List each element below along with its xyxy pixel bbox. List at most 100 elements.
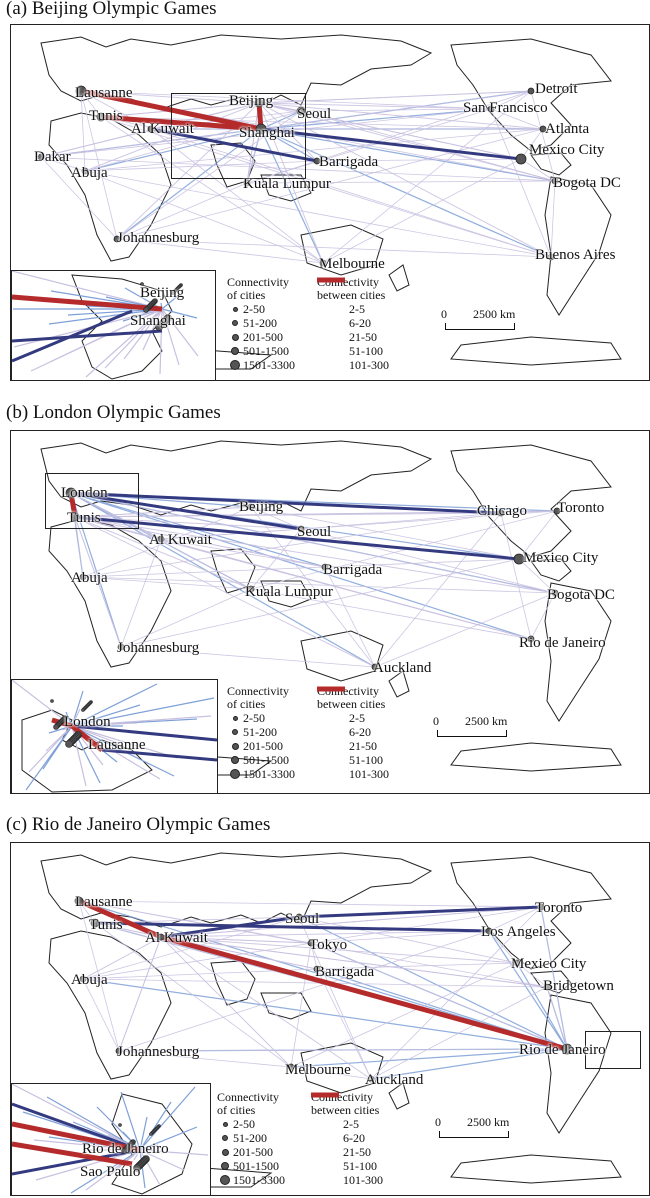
inset-network	[12, 680, 217, 793]
inset-city-label: London	[64, 714, 111, 730]
city-node	[113, 235, 121, 243]
scale-distance: 2500 km	[467, 1115, 510, 1129]
city-label: Bogota DC	[547, 587, 615, 603]
legend-title: of cities	[227, 697, 266, 711]
city-node	[513, 553, 525, 565]
city-node	[515, 153, 527, 165]
legend-title: between cities	[317, 697, 386, 711]
city-label: Bridgetown	[543, 978, 614, 994]
city-node	[81, 167, 89, 175]
legend-item: 21-50	[349, 330, 377, 344]
legend-item: 51-200	[243, 725, 277, 739]
city-node	[551, 589, 559, 597]
inset-network	[12, 271, 199, 380]
panel-c-title: (c) Rio de Janeiro Olympic Games	[6, 814, 271, 835]
city-node	[75, 85, 87, 97]
legend-item: 1501-3300	[233, 1173, 285, 1187]
city-node	[147, 125, 155, 133]
city-node	[74, 896, 84, 906]
city-label: Beijing	[239, 499, 284, 515]
city-label: Atlanta	[545, 121, 590, 137]
legend-item: 21-50	[343, 1145, 371, 1159]
legend-item: 2-50	[243, 302, 265, 316]
city-node	[513, 959, 521, 967]
city-label: Al Kuwait	[131, 121, 194, 137]
city-node	[79, 573, 87, 581]
city-label: San Francisco	[463, 100, 548, 116]
city-label: London	[61, 485, 108, 501]
legend-item: 51-100	[349, 753, 383, 767]
city-label: Melbourne	[285, 1062, 351, 1078]
city-node	[539, 125, 547, 133]
city-label: Johannesburg	[117, 230, 200, 246]
legend-title: between cities	[311, 1103, 380, 1117]
city-node	[487, 105, 495, 113]
legend-item: 201-500	[233, 1145, 273, 1159]
legend-title: Connectivity	[227, 684, 289, 698]
legend-cities: Connectivity of cities 2-50 51-200 201-5…	[217, 1091, 285, 1187]
city-label: Tokyo	[309, 937, 348, 953]
city-label: Barrigada	[323, 562, 383, 578]
city-label: Abuja	[71, 972, 108, 988]
legend-links: Connectivity between cities 2-5 6-20 21-…	[317, 685, 389, 781]
city-label: Dakar	[34, 149, 71, 165]
city-node	[547, 253, 555, 261]
city-label: Abuja	[71, 165, 108, 181]
legend-title: Connectivity	[227, 275, 289, 289]
city-node	[37, 153, 45, 161]
city-node	[247, 503, 255, 511]
panel-c-map: Lausanne Tunis Seoul Al Kuwait Tokyo Bar…	[10, 842, 650, 1196]
legend-title: of cities	[217, 1103, 256, 1117]
legend-item: 21-50	[349, 739, 377, 753]
city-label: Lausanne	[75, 85, 133, 101]
city-nodes	[65, 487, 561, 671]
inset-city-label: Beijing	[140, 285, 185, 301]
city-node	[307, 939, 315, 947]
city-label: Abuja	[71, 570, 108, 586]
city-node	[90, 918, 100, 928]
city-label: Kuala Lumpur	[245, 584, 333, 600]
legend-item: 101-300	[349, 358, 389, 372]
panel-b-title: (b) London Olympic Games	[6, 402, 221, 423]
legend-item: 1501-3300	[243, 767, 295, 781]
city-label: Al Kuwait	[145, 930, 208, 946]
city-label: Kuala Lumpur	[243, 176, 331, 192]
city-node	[247, 585, 255, 593]
inset-extent-box	[45, 473, 139, 529]
city-node	[537, 903, 545, 911]
city-node	[367, 1075, 375, 1083]
city-node	[96, 112, 106, 122]
city-node	[254, 98, 264, 108]
legend-item: 101-300	[349, 767, 389, 781]
legend-title: Connectivity	[217, 1090, 279, 1104]
inset-network	[12, 1084, 209, 1195]
link-network	[77, 898, 568, 1080]
city-label: Tunis	[89, 917, 123, 933]
legend-title: of cities	[227, 288, 266, 302]
legend-item: 51-200	[243, 316, 277, 330]
scale-bar: 0 2500 km	[441, 307, 531, 337]
city-node	[65, 487, 77, 499]
link-network	[68, 491, 558, 668]
city-node	[553, 507, 561, 515]
legend-item: 501-1500	[243, 344, 289, 358]
legend-item: 2-5	[349, 711, 365, 725]
city-node	[79, 975, 87, 983]
city-node	[527, 635, 535, 643]
city-label: Mexico City	[529, 142, 605, 158]
city-node	[255, 123, 267, 135]
city-nodes	[74, 896, 573, 1083]
legend-item: 51-100	[349, 344, 383, 358]
city-label: Toronto	[557, 500, 605, 516]
city-node	[485, 927, 493, 935]
legend-links: Connectivity between cities 2-5 6-20 21-…	[311, 1091, 383, 1187]
inset-city-label: Rio de Janeiro	[82, 1141, 169, 1157]
city-label: Seoul	[285, 911, 320, 927]
city-node	[319, 259, 327, 267]
city-label: Melbourne	[319, 256, 385, 272]
inset-city-label: Shanghai	[130, 313, 186, 329]
legend-links: Connectivity between cities 2-5 6-20 21-…	[317, 276, 389, 372]
city-label: Auckland	[365, 1072, 424, 1088]
legend-item: 501-1500	[243, 753, 289, 767]
scale-bar: 0 2500 km	[435, 1115, 525, 1145]
